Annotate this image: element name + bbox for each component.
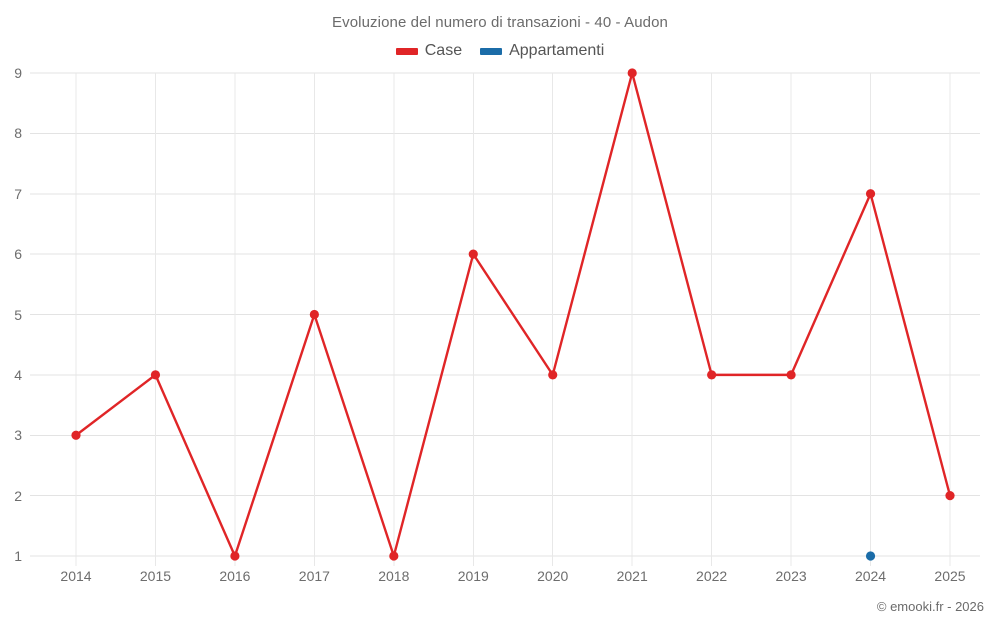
y-axis-tick-label: 6 (14, 246, 22, 263)
data-point[interactable] (71, 430, 81, 440)
x-axis-tick-label: 2021 (616, 568, 648, 584)
x-axis-tick-label: 2022 (696, 568, 728, 584)
series-line-case (74, 71, 952, 558)
y-axis-tick-label: 3 (14, 427, 22, 444)
x-axis-tick-label: 2014 (60, 568, 92, 584)
legend-item-appartamenti[interactable]: Appartamenti (480, 43, 604, 59)
data-point[interactable] (389, 551, 399, 561)
data-series-layer (71, 68, 955, 561)
legend-swatch-icon-appartamenti (480, 47, 503, 55)
copyright-credit: © emooki.fr - 2026 (876, 599, 984, 614)
x-axis-tick-label: 2017 (298, 568, 330, 584)
x-axis-tick-label: 2019 (457, 568, 489, 584)
data-point[interactable] (150, 370, 161, 380)
legend-label-appartamenti: Appartamenti (509, 42, 605, 59)
x-axis-tick-label: 2025 (934, 568, 966, 584)
y-axis-tick-label: 5 (14, 306, 22, 323)
data-point[interactable] (945, 491, 955, 501)
legend-label-case: Case (424, 42, 463, 59)
data-point[interactable] (548, 370, 558, 380)
legend-item-case[interactable]: Case (395, 42, 463, 59)
x-axis-tick-label: 2015 (139, 568, 172, 584)
data-point[interactable] (865, 189, 876, 199)
y-axis-tick-label: 4 (14, 366, 22, 383)
y-axis-tick-label: 1 (14, 548, 22, 564)
data-point[interactable] (786, 370, 796, 380)
legend-swatch-icon-case (395, 47, 418, 55)
grid-lines (30, 72, 980, 566)
x-axis-tick-label: 2020 (537, 568, 569, 584)
data-point[interactable] (627, 68, 637, 78)
data-point[interactable] (230, 551, 240, 561)
y-axis-tick-label: 8 (14, 125, 22, 142)
x-axis-tick-label: 2018 (378, 568, 410, 584)
data-point[interactable] (865, 551, 876, 561)
chart-legend: Case Appartamenti (0, 43, 1000, 59)
x-axis-tick-label: 2016 (219, 568, 251, 584)
y-axis-tick-label: 9 (14, 65, 22, 81)
x-axis-tick-label: 2024 (854, 568, 887, 584)
data-point[interactable] (707, 370, 717, 380)
y-axis-tick-label: 7 (14, 185, 22, 202)
y-axis-tick-label: 2 (14, 487, 22, 504)
x-axis-tick-label: 2023 (775, 568, 807, 584)
data-point[interactable] (309, 309, 319, 320)
chart-title: Evoluzione del numero di transazioni - 4… (332, 14, 668, 31)
data-point[interactable] (468, 249, 478, 259)
